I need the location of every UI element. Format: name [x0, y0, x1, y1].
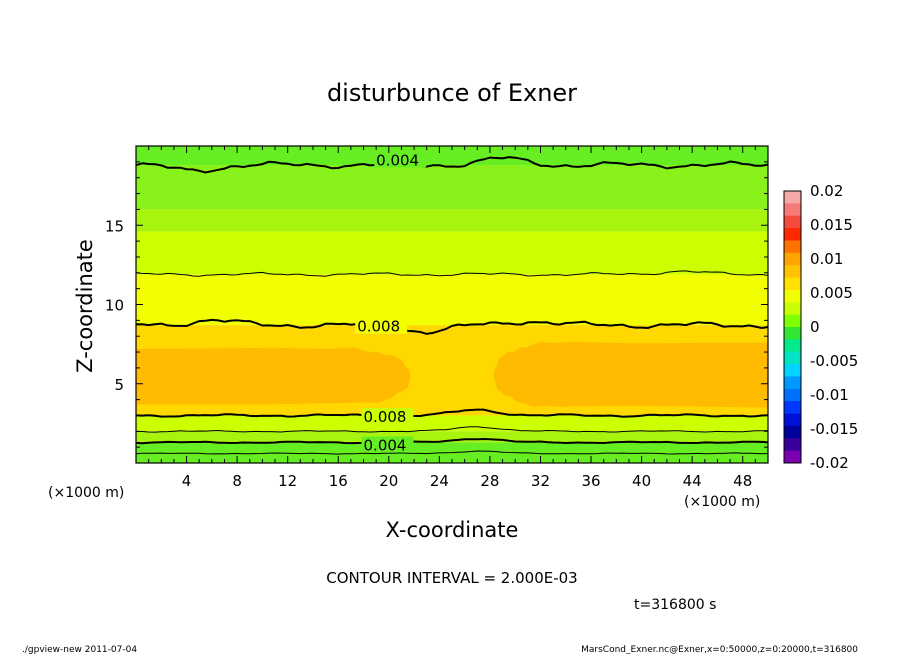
colorbar-swatch: [784, 388, 801, 402]
colorbar-label: 0.02: [810, 182, 843, 200]
contour-label: 0.008: [364, 408, 407, 426]
field-band: [136, 431, 768, 443]
colorbar-swatch: [784, 339, 801, 353]
colorbar-label: 0.015: [810, 216, 853, 234]
colorbar-swatch: [784, 215, 801, 229]
y-axis-label: Z-coordinate: [73, 239, 97, 373]
field-band: [136, 146, 768, 166]
y-tick-label: 15: [105, 217, 124, 235]
field-band: [136, 415, 768, 432]
x-tick-label: 36: [581, 472, 600, 490]
x-tick-label: 12: [278, 472, 297, 490]
x-tick-label: 48: [733, 472, 752, 490]
colorbar-swatch: [784, 302, 801, 316]
contour-label: 0.008: [357, 318, 400, 336]
contour-line: [135, 318, 769, 335]
colorbar: 0.02 0.015 0.01 0.005 0 -0.005 -0.01 -0.015 -0.0…: [783, 182, 858, 472]
contour-line: [135, 450, 769, 455]
colorbar-swatch: [784, 228, 801, 241]
contour-lines: [135, 156, 769, 455]
colorbar-label: 0.005: [810, 284, 853, 302]
colorbar-label: -0.005: [810, 352, 858, 370]
x-axis-ticks: 4 8 12 16 20 24 28 32 36 40 44 48: [148, 146, 756, 490]
field-band: [136, 209, 768, 232]
field-maximum: [493, 341, 768, 408]
x-unit-right: (×1000 m): [684, 494, 760, 510]
x-tick-label: 40: [632, 472, 651, 490]
plot-area: 0.004 0.008 0.008 0.004: [135, 145, 769, 464]
colorbar-label: 0.01: [810, 250, 843, 268]
contour-interval-text: CONTOUR INTERVAL = 2.000E-03: [326, 569, 577, 587]
x-tick-label: 16: [329, 472, 348, 490]
colorbar-swatch: [784, 438, 801, 452]
colorbar-swatch: [784, 289, 801, 303]
x-tick-label: 4: [182, 472, 192, 490]
colorbar-frame: [783, 190, 802, 464]
footer-left: ./gpview-new 2011-07-04: [22, 645, 137, 654]
colorbar-swatch: [784, 364, 801, 377]
y-tick-label: 10: [105, 297, 124, 315]
colorbar-swatch: [784, 351, 801, 365]
contour-line: [135, 270, 769, 277]
x-unit-left: (×1000 m): [48, 485, 124, 501]
field-band: [136, 274, 768, 326]
colorbar-label: -0.02: [810, 454, 849, 472]
field-maximum: [136, 347, 411, 405]
colorbar-swatch: [784, 413, 801, 427]
colorbar-swatch: [784, 265, 801, 278]
x-tick-label: 44: [683, 472, 702, 490]
y-tick-label: 5: [114, 376, 124, 394]
chart-title: disturbunce of Exner: [327, 79, 577, 107]
x-tick-label: 28: [480, 472, 499, 490]
colorbar-swatch: [784, 314, 801, 328]
colorbar-label: 0: [810, 318, 820, 336]
colorbar-swatch: [784, 401, 801, 414]
contour-label-bg: [374, 151, 427, 168]
x-tick-label: 24: [430, 472, 449, 490]
colorbar-label: -0.015: [810, 420, 858, 438]
colorbar-swatch: [784, 425, 801, 439]
time-stamp: t=316800 s: [634, 597, 716, 613]
x-axis-label: X-coordinate: [386, 518, 519, 542]
field-maxima: [136, 341, 768, 408]
field-band: [136, 165, 768, 210]
colorbar-swatch: [784, 240, 801, 254]
contour-label-bg: [361, 408, 414, 425]
colorbar-swatch: [784, 450, 801, 464]
contour-label: 0.004: [376, 151, 419, 169]
colorbar-swatch: [784, 376, 801, 390]
y-axis-ticks: 5 10 15: [105, 161, 768, 448]
contour-labels: 0.004 0.008 0.008 0.004: [355, 151, 427, 455]
contour-label-bg: [355, 317, 408, 334]
contour-line: [135, 156, 769, 174]
x-tick-label: 32: [531, 472, 550, 490]
x-tick-label: 8: [232, 472, 242, 490]
contour-label: 0.004: [364, 437, 407, 455]
colorbar-swatch: [784, 203, 801, 217]
colorbar-label: -0.01: [810, 386, 849, 404]
contour-line: [135, 437, 769, 445]
colorbar-swatch: [784, 252, 801, 266]
colorbar-swatch: [784, 327, 801, 340]
footer-right: MarsCond_Exner.nc@Exner,x=0:50000,z=0:20…: [581, 645, 858, 654]
x-tick-label: 20: [379, 472, 398, 490]
contour-label-bg: [361, 436, 414, 453]
colorbar-swatch: [784, 191, 801, 204]
contour-line: [135, 408, 769, 418]
colorbar-swatch: [784, 277, 801, 291]
field-band: [136, 231, 768, 275]
contour-line: [136, 426, 769, 433]
